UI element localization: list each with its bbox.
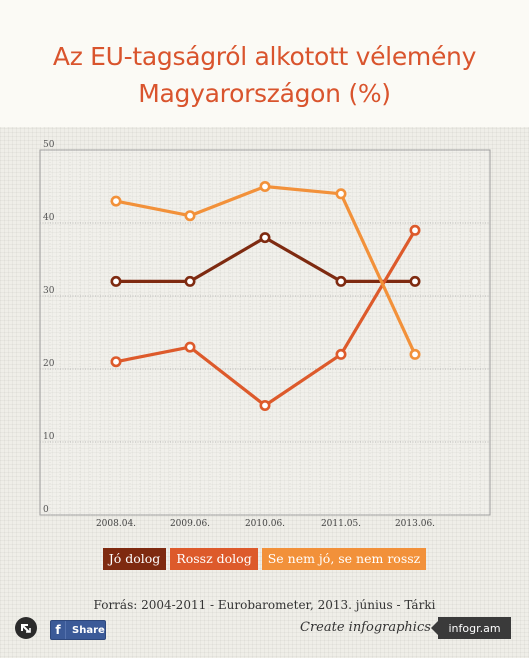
y-tick-label: 0	[43, 505, 49, 515]
line-chart: 0 10 20 30 40 50 2008.04. 2009.06. 2010.06. 2011.…	[39, 140, 491, 529]
legend: Jó dolog Rossz dolog Se nem jó, se nem ros…	[0, 548, 529, 570]
brand-badge-tail	[431, 620, 439, 636]
data-point	[259, 232, 271, 244]
data-point	[110, 275, 122, 287]
reload-button[interactable]	[15, 617, 37, 639]
y-tick-label: 10	[43, 432, 55, 442]
create-infographics-link[interactable]: Create infographics	[300, 620, 431, 635]
data-point	[184, 275, 196, 287]
share-label: Share	[72, 624, 105, 636]
legend-item[interactable]: Se nem jó, se nem rossz	[261, 548, 427, 570]
y-tick-label: 40	[43, 213, 55, 223]
x-tick-label: 2010.06.	[245, 519, 285, 529]
x-tick-label: 2013.06.	[395, 519, 435, 529]
x-tick-label: 2011.05.	[321, 519, 361, 529]
data-point	[409, 224, 421, 236]
data-point	[335, 348, 347, 360]
header-zigzag-edge	[0, 116, 529, 128]
data-point	[409, 348, 421, 360]
source-note: Forrás: 2004-2011 - Eurobarometer, 2013.…	[93, 598, 436, 612]
data-point	[259, 399, 271, 411]
data-point	[259, 180, 271, 192]
title-line-1: Az EU-tagságról alkotott vélemény	[52, 42, 477, 71]
y-tick-label: 50	[43, 140, 55, 150]
y-tick-label: 20	[43, 359, 55, 369]
data-point	[184, 341, 196, 353]
page-title: Az EU-tagságról alkotott vélemény Magyar…	[0, 38, 529, 112]
x-tick-label: 2008.04.	[96, 519, 136, 529]
data-point	[335, 188, 347, 200]
y-tick-label: 30	[43, 286, 55, 296]
reload-icon	[21, 624, 31, 633]
plot-area	[39, 149, 491, 516]
data-point	[110, 356, 122, 368]
facebook-share-button[interactable]: f Share	[50, 620, 106, 640]
title-line-2: Magyarországon (%)	[138, 79, 391, 108]
x-tick-label: 2009.06.	[170, 519, 210, 529]
data-point	[184, 210, 196, 222]
brand-badge[interactable]: infogr.am	[438, 617, 511, 639]
legend-item[interactable]: Rossz dolog	[170, 548, 258, 570]
facebook-icon: f	[51, 621, 66, 639]
legend-item[interactable]: Jó dolog	[102, 548, 167, 570]
data-point	[110, 195, 122, 207]
header: Az EU-tagságról alkotott vélemény Magyar…	[0, 0, 529, 128]
data-point	[335, 275, 347, 287]
data-point	[409, 275, 421, 287]
